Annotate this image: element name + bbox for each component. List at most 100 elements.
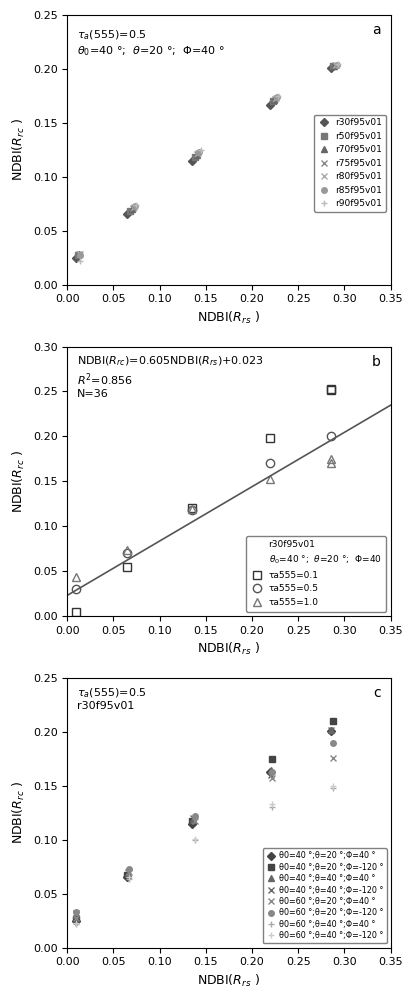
Line: r50f95v01: r50f95v01 bbox=[75, 63, 335, 258]
Line: τa555=0.5: τa555=0.5 bbox=[72, 431, 334, 593]
θ0=60 °;θ=40 °;Φ=-120 ° bbox=[74, 917, 79, 929]
Line: r30f95v01: r30f95v01 bbox=[74, 65, 332, 260]
τa555=0.1 bbox=[327, 383, 332, 395]
θ0=40 °;θ=40 °;Φ=40 ° bbox=[126, 868, 131, 880]
θ0=60 °;θ=20 °;Φ=40 ° bbox=[192, 815, 197, 827]
r75f95v01 bbox=[76, 248, 81, 260]
Line: θ0=60 °;θ=40 °;Φ=-120 °: θ0=60 °;θ=40 °;Φ=-120 ° bbox=[73, 782, 336, 926]
θ0=40 °;θ=40 °;Φ=-120 ° bbox=[190, 812, 195, 824]
r30f95v01 bbox=[124, 208, 129, 220]
r30f95v01 bbox=[267, 99, 272, 111]
θ0=40 °;θ=20 °;Φ=40 ° bbox=[189, 818, 194, 830]
θ0=60 °;θ=20 °;Φ=-120 ° bbox=[330, 737, 335, 749]
θ0=60 °;θ=20 °;Φ=40 ° bbox=[330, 752, 335, 764]
Y-axis label: NDBI($R_{rc}$ ): NDBI($R_{rc}$ ) bbox=[11, 781, 27, 844]
Line: r90f95v01: r90f95v01 bbox=[77, 61, 340, 264]
Legend: r30f95v01, r50f95v01, r70f95v01, r75f95v01, r80f95v01, r85f95v01, r90f95v01: r30f95v01, r50f95v01, r70f95v01, r75f95v… bbox=[313, 115, 385, 212]
θ0=40 °;θ=40 °;Φ=40 ° bbox=[190, 814, 195, 826]
Line: r75f95v01: r75f95v01 bbox=[76, 62, 337, 257]
Text: c: c bbox=[373, 686, 380, 700]
τa555=0.5 bbox=[189, 504, 194, 516]
τa555=0.5 bbox=[74, 583, 79, 595]
r85f95v01 bbox=[197, 146, 202, 158]
r70f95v01 bbox=[331, 60, 336, 72]
τa555=0.5 bbox=[267, 457, 272, 469]
r70f95v01 bbox=[129, 203, 134, 215]
Line: θ0=40 °;θ=40 °;Φ=-120 °: θ0=40 °;θ=40 °;Φ=-120 ° bbox=[74, 727, 333, 916]
r90f95v01 bbox=[275, 90, 280, 102]
θ0=60 °;θ=40 °;Φ=40 ° bbox=[330, 782, 335, 794]
Line: θ0=60 °;θ=20 °;Φ=40 °: θ0=60 °;θ=20 °;Φ=40 ° bbox=[73, 754, 336, 922]
θ0=60 °;θ=40 °;Φ=40 ° bbox=[126, 873, 131, 885]
Y-axis label: NDBI($R_{rc}$ ): NDBI($R_{rc}$ ) bbox=[11, 450, 27, 513]
θ0=60 °;θ=40 °;Φ=-120 ° bbox=[192, 833, 197, 845]
Line: r70f95v01: r70f95v01 bbox=[76, 63, 336, 257]
τa555=1.0 bbox=[124, 544, 129, 556]
X-axis label: NDBI($R_{rs}$ ): NDBI($R_{rs}$ ) bbox=[197, 310, 260, 326]
Line: r80f95v01: r80f95v01 bbox=[77, 62, 338, 257]
θ0=40 °;θ=20 °;Φ=40 ° bbox=[327, 725, 332, 737]
τa555=0.5 bbox=[327, 430, 332, 442]
r90f95v01 bbox=[78, 255, 83, 267]
θ0=40 °;θ=20 °;Φ=-120 ° bbox=[74, 913, 79, 925]
r70f95v01 bbox=[76, 248, 81, 260]
θ0=60 °;θ=20 °;Φ=-120 ° bbox=[269, 766, 274, 778]
θ0=40 °;θ=20 °;Φ=-120 ° bbox=[189, 815, 194, 827]
θ0=60 °;θ=20 °;Φ=40 ° bbox=[269, 772, 274, 784]
θ0=60 °;θ=40 °;Φ=40 ° bbox=[192, 834, 197, 846]
Line: τa555=0.1: τa555=0.1 bbox=[72, 385, 334, 616]
θ0=40 °;θ=40 °;Φ=-120 ° bbox=[126, 866, 131, 878]
τa555=0.5 bbox=[124, 547, 129, 559]
θ0=60 °;θ=20 °;Φ=40 ° bbox=[74, 912, 79, 924]
Legend: r30f95v01, $\theta_0$=40 °;  $\theta$=20 °;  $\Phi$=40, τa555=0.1, τa555=0.5, τa: r30f95v01, $\theta_0$=40 °; $\theta$=20 … bbox=[245, 536, 385, 612]
Text: b: b bbox=[371, 355, 380, 369]
θ0=40 °;θ=20 °;Φ=-120 ° bbox=[124, 869, 129, 881]
X-axis label: NDBI($R_{rs}$ ): NDBI($R_{rs}$ ) bbox=[197, 641, 260, 657]
θ0=40 °;θ=20 °;Φ=40 ° bbox=[124, 871, 129, 883]
r75f95v01 bbox=[130, 202, 135, 214]
r50f95v01 bbox=[192, 151, 197, 163]
r30f95v01 bbox=[74, 252, 79, 264]
θ0=40 °;θ=20 °;Φ=-120 ° bbox=[269, 753, 274, 765]
r30f95v01 bbox=[189, 155, 194, 167]
r30f95v01 bbox=[327, 62, 332, 74]
Text: NDBI($R_{rc}$)=0.605NDBI($R_{rs}$)+0.023
$R^2$=0.856
N=36: NDBI($R_{rc}$)=0.605NDBI($R_{rs}$)+0.023… bbox=[77, 355, 263, 399]
θ0=60 °;θ=40 °;Φ=-120 ° bbox=[126, 871, 131, 883]
θ0=60 °;θ=20 °;Φ=40 ° bbox=[126, 866, 131, 878]
r90f95v01 bbox=[133, 199, 138, 211]
r80f95v01 bbox=[273, 92, 278, 104]
r50f95v01 bbox=[76, 249, 81, 261]
r70f95v01 bbox=[271, 94, 276, 106]
θ0=40 °;θ=40 °;Φ=40 ° bbox=[328, 724, 333, 736]
τa555=0.1 bbox=[267, 432, 272, 444]
r80f95v01 bbox=[78, 248, 83, 260]
θ0=60 °;θ=20 °;Φ=-120 ° bbox=[126, 863, 131, 875]
θ0=60 °;θ=40 °;Φ=-120 ° bbox=[330, 780, 335, 792]
θ0=60 °;θ=40 °;Φ=-120 ° bbox=[269, 798, 274, 810]
r75f95v01 bbox=[332, 59, 337, 71]
r80f95v01 bbox=[333, 59, 338, 71]
r90f95v01 bbox=[198, 144, 203, 156]
θ0=40 °;θ=40 °;Φ=-120 ° bbox=[74, 907, 79, 919]
θ0=40 °;θ=40 °;Φ=40 ° bbox=[268, 764, 273, 776]
Legend: θ0=40 °;θ=20 °;Φ=40 °, θ0=40 °;θ=20 °;Φ=-120 °, θ0=40 °;θ=40 °;Φ=40 °, θ0=40 °;θ: θ0=40 °;θ=20 °;Φ=40 °, θ0=40 °;θ=20 °;Φ=… bbox=[262, 848, 386, 943]
τa555=0.1 bbox=[74, 606, 79, 618]
Line: θ0=40 °;θ=20 °;Φ=40 °: θ0=40 °;θ=20 °;Φ=40 ° bbox=[74, 728, 332, 923]
θ0=40 °;θ=40 °;Φ=40 ° bbox=[74, 909, 79, 921]
r90f95v01 bbox=[335, 58, 339, 70]
Line: τa555=1.0: τa555=1.0 bbox=[72, 455, 334, 581]
r75f95v01 bbox=[195, 148, 199, 160]
τa555=1.0 bbox=[327, 457, 332, 469]
Line: θ0=40 °;θ=40 °;Φ=40 °: θ0=40 °;θ=40 °;Φ=40 ° bbox=[74, 727, 333, 918]
Y-axis label: NDBI($R_{rc}$ ): NDBI($R_{rc}$ ) bbox=[11, 118, 27, 181]
Text: a: a bbox=[371, 23, 380, 37]
Line: θ0=60 °;θ=40 °;Φ=40 °: θ0=60 °;θ=40 °;Φ=40 ° bbox=[73, 785, 336, 927]
Text: $\tau_a$(555)=0.5
r30f95v01: $\tau_a$(555)=0.5 r30f95v01 bbox=[77, 686, 146, 711]
r85f95v01 bbox=[132, 200, 137, 212]
r85f95v01 bbox=[274, 91, 279, 103]
θ0=60 °;θ=40 °;Φ=40 ° bbox=[269, 801, 274, 813]
τa555=0.1 bbox=[327, 384, 332, 396]
r80f95v01 bbox=[131, 201, 136, 213]
θ0=40 °;θ=40 °;Φ=-120 ° bbox=[328, 724, 333, 736]
r85f95v01 bbox=[78, 249, 83, 261]
